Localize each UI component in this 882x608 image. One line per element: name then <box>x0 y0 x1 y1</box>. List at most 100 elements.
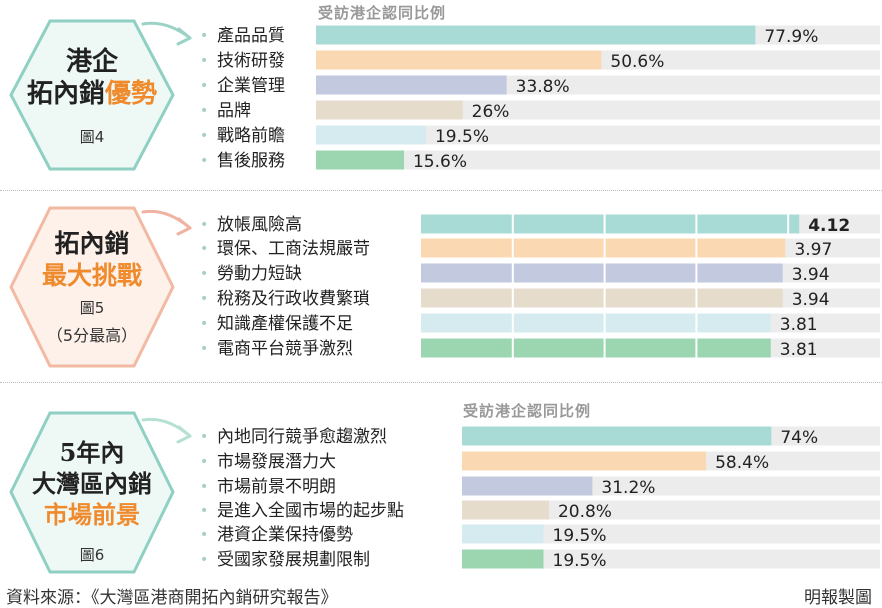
hexagon-badge-fig4 <box>9 19 175 171</box>
fig6-arrow-icon-shaft <box>141 417 192 438</box>
bullet-icon: • <box>200 341 208 357</box>
value-label: 3.97 <box>794 240 832 260</box>
value-label: 20.8% <box>558 502 612 522</box>
bar <box>421 338 771 358</box>
category-label: 受國家發展規劃限制 <box>217 550 370 570</box>
bar <box>462 500 549 520</box>
bar-track <box>462 524 880 544</box>
fig5-note: （5分最高） <box>46 326 138 345</box>
category-label: 產品品質 <box>217 26 285 46</box>
fig4-title-line1: 港企 <box>65 47 118 77</box>
value-label: 50.6% <box>610 52 664 72</box>
category-label: 稅務及行政收費繁瑣 <box>217 289 370 309</box>
category-label: 技術研發 <box>217 51 285 71</box>
bar <box>462 549 544 569</box>
value-label: 4.12 <box>808 216 850 236</box>
bar <box>462 426 772 446</box>
value-label: 31.2% <box>601 478 655 498</box>
category-label: 勞動力短缺 <box>217 264 302 284</box>
hexagon-badge-fig6 <box>9 411 175 574</box>
bullet-icon: • <box>200 454 208 470</box>
category-label: 電商平台競爭激烈 <box>217 339 353 359</box>
value-label: 26% <box>472 102 510 122</box>
category-label: 市場發展潛力大 <box>217 452 336 472</box>
section-divider-1 <box>0 190 882 191</box>
value-label: 19.5% <box>435 127 489 147</box>
bar <box>316 125 426 145</box>
fig4-arrow-icon-head <box>176 27 192 46</box>
value-label: 3.94 <box>792 290 830 310</box>
bar <box>462 451 707 471</box>
bar <box>462 524 544 544</box>
fig5-title: 拓內銷 最大挑戰 <box>8 228 176 292</box>
bullet-icon: • <box>200 78 208 94</box>
bullet-icon: • <box>200 291 208 307</box>
fig5-label: 圖5 <box>79 299 105 317</box>
bar <box>421 238 786 258</box>
bar <box>421 288 783 308</box>
source-note: 資料來源：《大灣區港商開拓內銷研究報告》 <box>6 588 338 608</box>
value-label: 19.5% <box>553 551 607 571</box>
bar <box>421 263 783 283</box>
value-label: 19.5% <box>553 526 607 546</box>
category-label: 放帳風險高 <box>217 215 302 235</box>
bullet-icon: • <box>200 128 208 144</box>
value-label: 58.4% <box>715 453 769 473</box>
fig5-arrow-icon-shaft <box>141 209 192 230</box>
fig4-title: 港企 拓內銷優勢 <box>8 46 176 110</box>
fig4-title-line2: 拓內銷優勢 <box>8 78 176 110</box>
bullet-icon: • <box>200 266 208 282</box>
bar-track <box>316 125 880 145</box>
fig5-title-line1: 拓內銷 <box>54 229 130 258</box>
bar <box>316 150 404 170</box>
fig4-caption: 受訪港企認同比例 <box>318 4 447 22</box>
bar <box>316 100 463 120</box>
bar <box>316 50 602 70</box>
category-label: 港資企業保持優勢 <box>217 525 353 545</box>
bullet-icon: • <box>200 217 208 233</box>
category-label: 是進入全國市場的起步點 <box>217 501 404 521</box>
fig6-label: 圖6 <box>79 546 105 564</box>
value-label: 15.6% <box>413 152 467 172</box>
category-label: 戰略前瞻 <box>217 126 285 146</box>
bar <box>421 214 800 234</box>
category-label: 企業管理 <box>217 76 285 96</box>
value-label: 74% <box>780 428 818 448</box>
bullet-icon: • <box>200 153 208 169</box>
fig6-title-line1: 5年內 <box>59 438 125 467</box>
fig4-title-line2b: 優勢 <box>105 79 158 109</box>
value-label: 77.9% <box>764 27 818 47</box>
bar <box>316 75 507 95</box>
fig6-caption: 受訪港企認同比例 <box>463 402 592 420</box>
bar-track <box>462 549 880 569</box>
fig5-arrow-icon-head <box>176 217 192 236</box>
category-label: 內地同行競爭愈趨激烈 <box>217 427 387 447</box>
value-label: 33.8% <box>516 77 570 97</box>
section-divider-2 <box>0 382 882 383</box>
credit-note: 明報製圖 <box>804 588 872 608</box>
value-label: 3.81 <box>780 315 818 335</box>
category-label: 市場前景不明朗 <box>217 477 336 497</box>
category-label: 售後服務 <box>217 151 285 171</box>
fig6-title: 5年內 大灣區內銷 市場前景 <box>8 437 176 530</box>
bar-track <box>462 500 880 520</box>
bullet-icon: • <box>200 429 208 445</box>
bullet-icon: • <box>200 316 208 332</box>
bullet-icon: • <box>200 527 208 543</box>
fig4-label: 圖4 <box>79 128 105 146</box>
fig6-title-line2: 大灣區內銷 <box>32 469 152 498</box>
fig6-arrow-icon-head <box>176 425 192 444</box>
bar <box>462 476 593 496</box>
fig6-title-line3: 市場前景 <box>44 500 140 529</box>
value-label: 3.94 <box>792 265 830 285</box>
bullet-icon: • <box>200 103 208 119</box>
value-label: 3.81 <box>780 340 818 360</box>
bullet-icon: • <box>200 503 208 519</box>
bar-track <box>316 150 880 170</box>
category-label: 環保、工商法規嚴苛 <box>217 239 370 259</box>
bar <box>421 313 771 333</box>
bullet-icon: • <box>200 552 208 568</box>
bullet-icon: • <box>200 241 208 257</box>
